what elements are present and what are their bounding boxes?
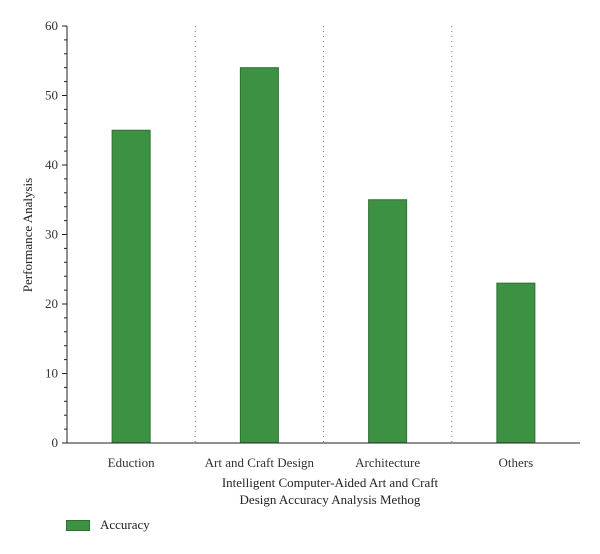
x-tick-label: Art and Craft Design — [205, 455, 315, 470]
x-axis-title-line-1: Intelligent Computer-Aided Art and Craft — [222, 475, 439, 490]
legend: Accuracy — [66, 517, 150, 533]
bar-2 — [368, 199, 408, 444]
x-tick-label: Others — [499, 455, 534, 470]
y-tick-label: 60 — [45, 18, 58, 33]
x-tick-label: Eduction — [108, 455, 155, 470]
bar-1 — [239, 67, 279, 444]
y-ticks: 0 10 20 30 40 50 60 — [45, 18, 67, 450]
bars — [111, 67, 536, 444]
y-tick-label: 50 — [45, 88, 58, 103]
y-tick-label: 0 — [52, 435, 59, 450]
x-ticks: Eduction Art and Craft Design Architecture… — [108, 455, 534, 470]
y-axis-title: Performance Analysis — [20, 178, 35, 292]
legend-swatch — [66, 519, 90, 531]
x-tick-label: Architecture — [355, 455, 420, 470]
legend-label: Accuracy — [100, 517, 150, 532]
y-tick-label: 30 — [45, 227, 58, 242]
x-axis-title-line-2: Design Accuracy Analysis Methog — [240, 492, 421, 507]
y-tick-label: 20 — [45, 296, 58, 311]
y-tick-label: 10 — [45, 366, 58, 381]
bar-3 — [496, 282, 536, 444]
y-tick-label: 40 — [45, 157, 58, 172]
bar-0 — [111, 129, 151, 444]
category-separators — [194, 26, 453, 443]
